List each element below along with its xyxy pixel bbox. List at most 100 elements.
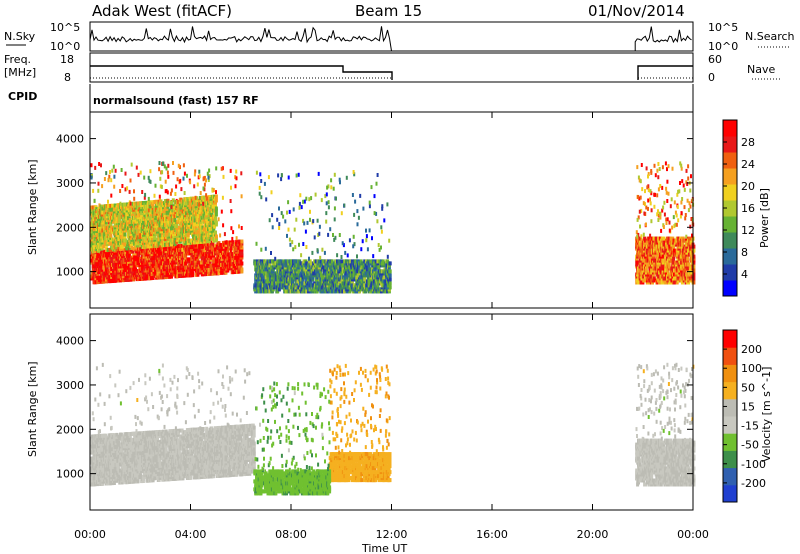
power-echo-cell-sparse bbox=[196, 182, 199, 187]
power-echo-cell bbox=[163, 271, 167, 276]
power-echo-cell-sparse bbox=[103, 177, 106, 181]
power-echo-cell-sparse bbox=[230, 226, 233, 231]
power-echo-cell bbox=[176, 219, 180, 224]
power-echo-cell bbox=[104, 246, 108, 251]
power-echo-cell-sparse bbox=[132, 246, 135, 251]
power-echo-cell bbox=[95, 247, 99, 251]
power-echo-cell bbox=[121, 240, 125, 245]
power-echo-cell bbox=[151, 210, 155, 215]
power-echo-cell-sparse bbox=[221, 166, 224, 171]
power-echo-cell-sparse bbox=[159, 198, 161, 203]
power-echo-cell bbox=[254, 261, 258, 266]
power-echo-cell bbox=[119, 278, 122, 283]
power-echo-cell-sparse bbox=[180, 187, 183, 192]
power-echo-cell bbox=[194, 268, 198, 273]
power-echo-cell bbox=[358, 279, 361, 284]
power-echo-cell bbox=[295, 263, 299, 268]
power-echo-cell bbox=[151, 204, 155, 209]
power-echo-cell bbox=[130, 245, 134, 250]
power-echo-cell bbox=[185, 237, 189, 241]
power-echo-cell bbox=[179, 217, 183, 222]
nsky-panel-frame bbox=[89, 21, 694, 52]
power-echo-cell-sparse bbox=[286, 210, 288, 215]
power-echo-cell-sparse bbox=[201, 244, 204, 249]
power-echo-cell bbox=[210, 265, 214, 270]
power-echo-cell bbox=[108, 247, 112, 252]
power-echo-cell bbox=[285, 289, 288, 294]
power-echo-cell bbox=[328, 275, 332, 280]
power-echo-cell bbox=[164, 203, 168, 207]
power-echo-cell bbox=[113, 203, 117, 208]
power-echo-cell bbox=[141, 201, 145, 205]
power-echo-cell bbox=[124, 238, 128, 243]
power-echo-cell-sparse bbox=[101, 184, 104, 189]
power-echo-cell-sparse bbox=[277, 173, 280, 178]
power-echo-cell bbox=[192, 214, 195, 219]
power-echo-cell-sparse bbox=[264, 246, 267, 251]
power-echo-cell-sparse bbox=[339, 180, 341, 185]
power-echo-cell bbox=[194, 230, 198, 235]
power-echo-cell bbox=[141, 276, 144, 281]
power-echo-cell bbox=[115, 256, 119, 261]
power-echo-cell bbox=[106, 218, 110, 223]
power-echo-cell bbox=[270, 265, 273, 270]
power-echo-cell-sparse bbox=[112, 164, 115, 169]
freq-trace bbox=[90, 65, 693, 80]
power-echo-cell bbox=[156, 221, 159, 226]
power-echo-cell-sparse bbox=[206, 247, 209, 252]
power-echo-cell bbox=[277, 287, 281, 292]
freq-right-tick-top: 60 bbox=[708, 53, 722, 66]
power-echo-cell bbox=[227, 240, 231, 245]
power-echo-cell bbox=[363, 277, 367, 282]
power-echo-cell-sparse bbox=[202, 177, 205, 182]
power-echo-cell bbox=[158, 201, 162, 206]
power-echo-cell bbox=[152, 256, 156, 260]
power-echo-cell bbox=[233, 270, 237, 274]
power-echo-cell bbox=[98, 240, 102, 245]
power-echo-cell-sparse bbox=[230, 209, 233, 214]
power-echo-cell bbox=[208, 227, 212, 231]
power-echo-cell-sparse bbox=[172, 161, 174, 165]
power-echo-cell bbox=[132, 237, 136, 242]
power-echo-cell bbox=[322, 259, 326, 264]
station-title: Adak West (fitACF) bbox=[92, 2, 232, 20]
power-echo-cell bbox=[145, 252, 149, 257]
power-echo-cell-sparse bbox=[229, 248, 232, 253]
power-echo-cell bbox=[195, 236, 199, 241]
power-echo-cell bbox=[113, 254, 117, 259]
power-echo-cell bbox=[224, 246, 228, 251]
power-echo-cell-sparse bbox=[270, 251, 272, 255]
power-echo-cell-sparse bbox=[174, 192, 177, 196]
power-echo-cell-sparse bbox=[288, 237, 291, 242]
power-echo-cell bbox=[342, 281, 346, 286]
power-echo-cell-sparse bbox=[200, 245, 203, 250]
power-echo-cell-sparse bbox=[240, 171, 243, 176]
power-echo-cell bbox=[388, 269, 392, 274]
power-echo-cell-sparse bbox=[271, 225, 274, 230]
power-echo-cell-sparse bbox=[202, 201, 205, 206]
power-echo-cell bbox=[307, 285, 310, 290]
power-echo-cell-sparse bbox=[183, 191, 186, 195]
power-echo-cell bbox=[229, 246, 233, 251]
power-echo-cell bbox=[168, 274, 172, 279]
power-echo-cell bbox=[141, 220, 145, 225]
power-echo-cell-sparse bbox=[208, 174, 211, 179]
power-echo-cell-sparse bbox=[179, 165, 181, 170]
power-echo-cell bbox=[214, 220, 218, 225]
power-echo-cell bbox=[190, 255, 194, 260]
power-echo-cell-sparse bbox=[215, 166, 218, 171]
power-echo-cell bbox=[276, 259, 280, 264]
power-echo-cell bbox=[132, 275, 136, 280]
power-echo-cell bbox=[255, 267, 259, 272]
power-echo-cell-sparse bbox=[318, 224, 321, 229]
power-echo-cell bbox=[101, 206, 105, 211]
nsky-right-tick-top: 10^5 bbox=[708, 21, 738, 34]
power-echo-cell bbox=[135, 277, 139, 282]
power-echo-cell bbox=[163, 242, 167, 247]
power-echo-cell bbox=[173, 240, 177, 245]
power-echo-cell bbox=[124, 264, 128, 268]
nsky-left-tick-top: 10^5 bbox=[50, 21, 80, 34]
power-echo-cell bbox=[128, 246, 132, 251]
power-echo-cell-sparse bbox=[161, 170, 164, 175]
